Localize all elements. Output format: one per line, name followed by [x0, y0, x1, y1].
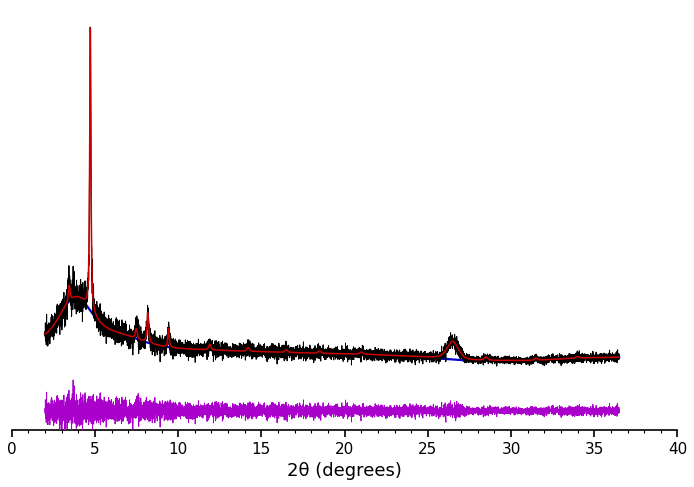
- X-axis label: 2θ (degrees): 2θ (degrees): [287, 462, 402, 480]
